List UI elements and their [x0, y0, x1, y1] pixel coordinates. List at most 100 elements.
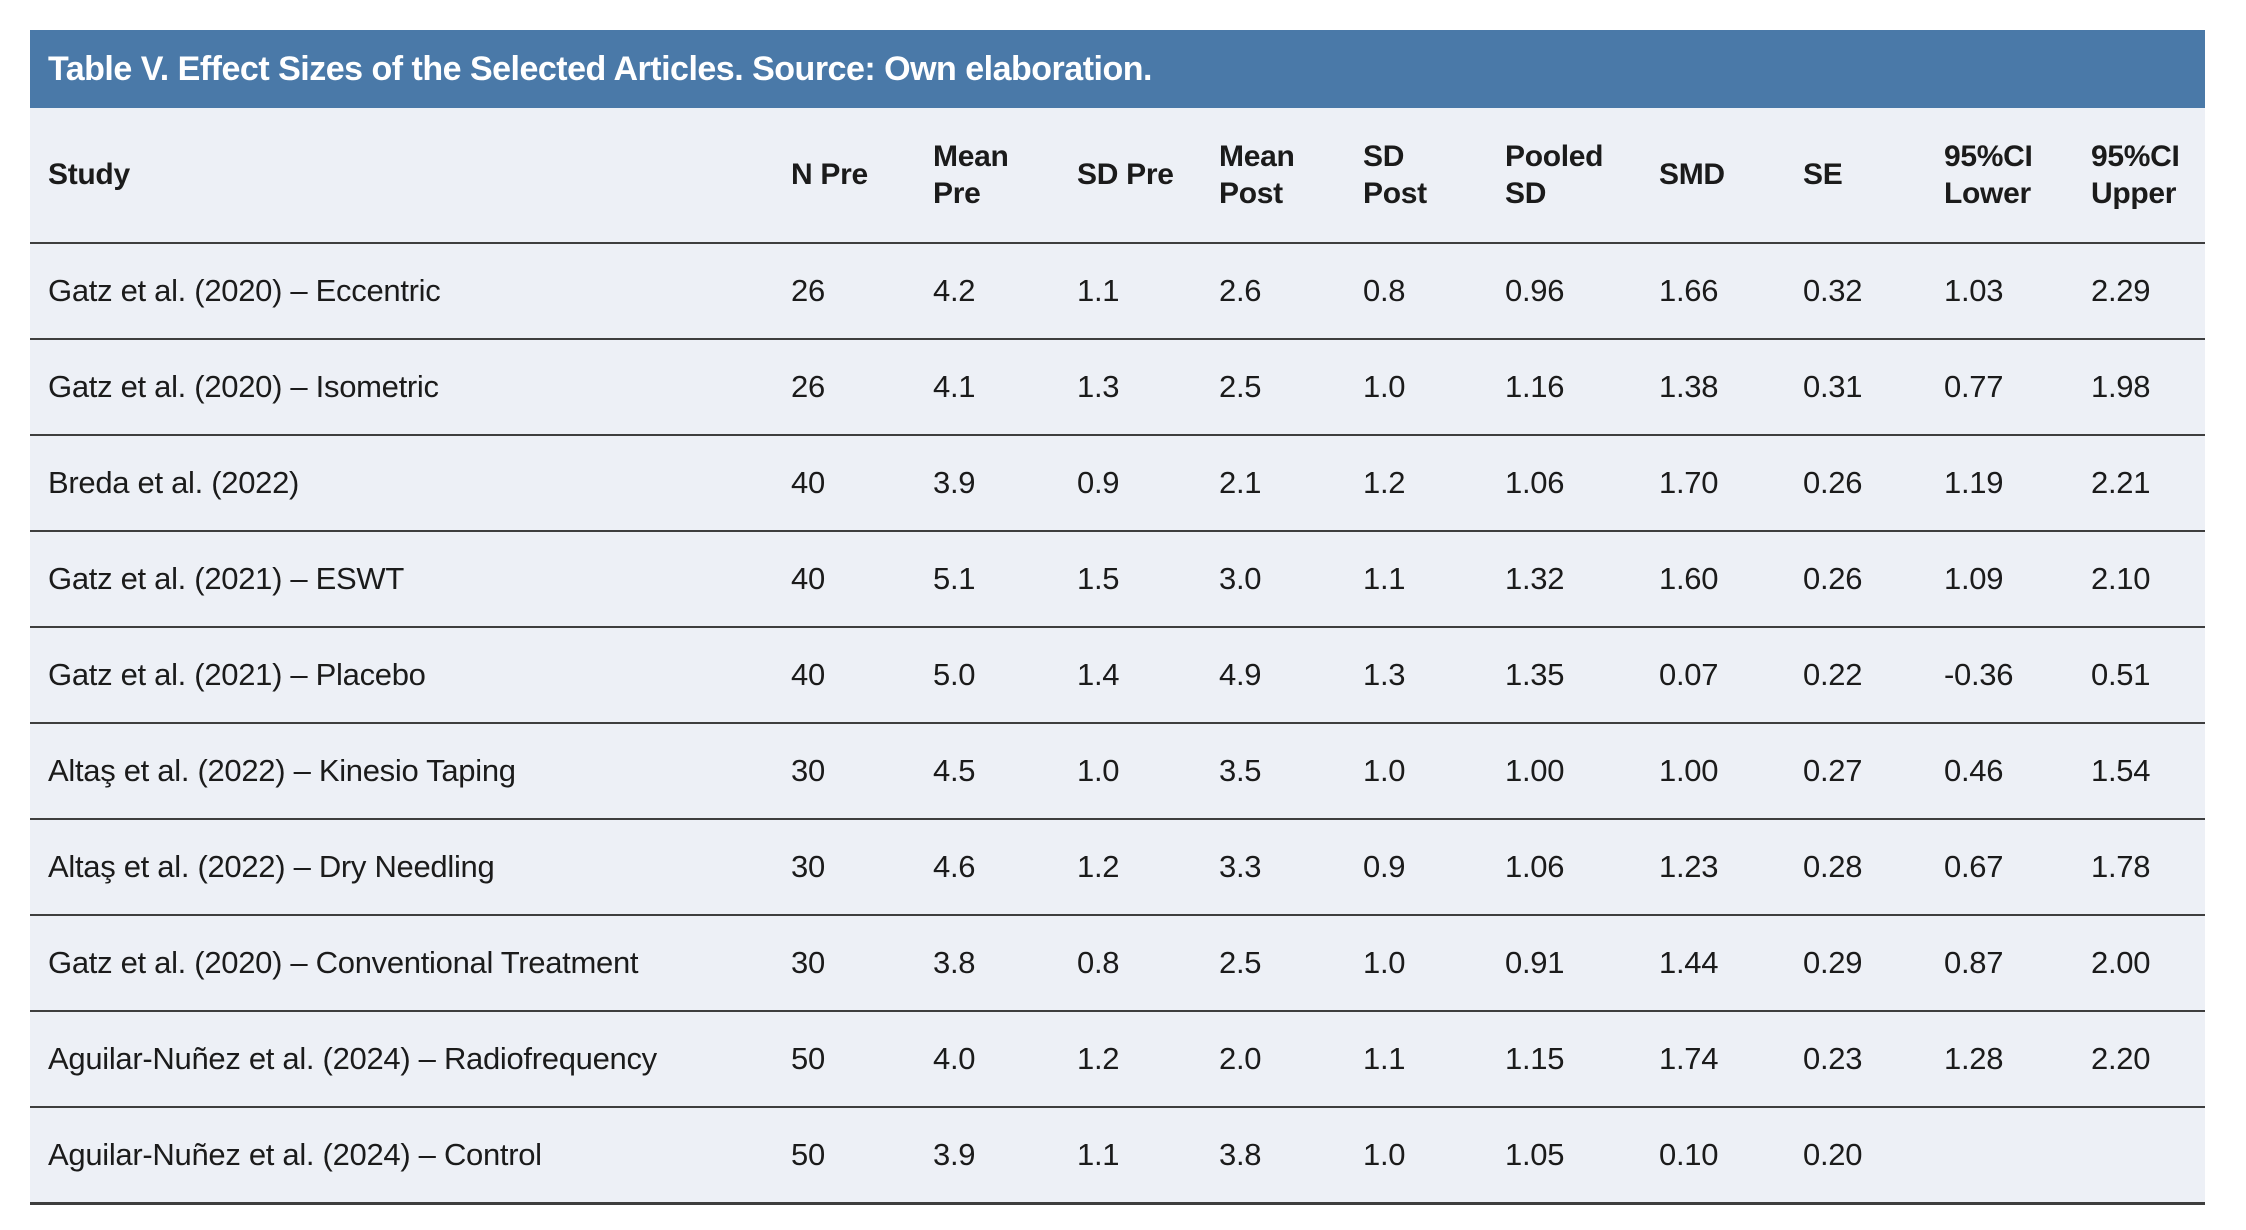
cell-n_pre: 50: [791, 1107, 933, 1205]
cell-smd: 1.60: [1659, 531, 1803, 628]
cell-ci95_lower: 1.03: [1944, 243, 2091, 340]
cell-study: Gatz et al. (2020) – Eccentric: [30, 243, 791, 340]
cell-sd_post: 1.3: [1363, 627, 1505, 724]
cell-sd_post: 1.2: [1363, 435, 1505, 532]
cell-ci95_lower: 0.46: [1944, 723, 2091, 820]
cell-sd_post: 1.1: [1363, 1011, 1505, 1108]
cell-study: Altaş et al. (2022) – Kinesio Taping: [30, 723, 791, 820]
cell-ci95_upper: 2.10: [2091, 531, 2205, 628]
cell-ci95_upper: 2.21: [2091, 435, 2205, 532]
cell-ci95_upper: 2.20: [2091, 1011, 2205, 1108]
effect-sizes-table: Study N Pre Mean Pre SD Pre Mean Post SD Post…: [30, 108, 2205, 1205]
cell-se: 0.23: [1803, 1011, 1944, 1108]
cell-ci95_lower: 0.87: [1944, 915, 2091, 1012]
cell-pooled_sd: 1.32: [1505, 531, 1659, 628]
cell-pooled_sd: 1.16: [1505, 339, 1659, 436]
cell-pooled_sd: 1.35: [1505, 627, 1659, 724]
col-header-sd_post: SD Post: [1363, 108, 1505, 244]
cell-sd_post: 1.0: [1363, 1107, 1505, 1205]
cell-se: 0.20: [1803, 1107, 1944, 1205]
cell-ci95_upper: 1.78: [2091, 819, 2205, 916]
cell-sd_post: 1.0: [1363, 723, 1505, 820]
cell-n_pre: 30: [791, 915, 933, 1012]
cell-pooled_sd: 0.96: [1505, 243, 1659, 340]
cell-study: Aguilar-Nuñez et al. (2024) – Control: [30, 1107, 791, 1205]
col-header-ci95_lower: 95%CI Lower: [1944, 108, 2091, 244]
cell-smd: 1.66: [1659, 243, 1803, 340]
col-header-ci95_upper: 95%CI Upper: [2091, 108, 2205, 244]
table-body: Gatz et al. (2020) – Eccentric 26 4.2 1.1 2.…: [30, 243, 2205, 1205]
cell-se: 0.27: [1803, 723, 1944, 820]
cell-smd: 1.74: [1659, 1011, 1803, 1108]
cell-se: 0.22: [1803, 627, 1944, 724]
table-row: Altaş et al. (2022) – Dry Needling 30 4.6 1…: [30, 819, 2205, 916]
cell-mean_post: 3.0: [1219, 531, 1363, 628]
cell-ci95_lower: 0.77: [1944, 339, 2091, 436]
cell-n_pre: 26: [791, 243, 933, 340]
cell-sd_pre: 1.0: [1077, 723, 1219, 820]
table-header: Study N Pre Mean Pre SD Pre Mean Post SD Post…: [30, 108, 2205, 244]
cell-ci95_upper: [2091, 1107, 2205, 1205]
cell-ci95_lower: -0.36: [1944, 627, 2091, 724]
cell-pooled_sd: 1.05: [1505, 1107, 1659, 1205]
cell-mean_pre: 3.9: [933, 1107, 1077, 1205]
cell-n_pre: 30: [791, 723, 933, 820]
cell-smd: 1.23: [1659, 819, 1803, 916]
cell-ci95_upper: 1.54: [2091, 723, 2205, 820]
cell-sd_post: 1.0: [1363, 339, 1505, 436]
header-row: Study N Pre Mean Pre SD Pre Mean Post SD Post…: [30, 108, 2205, 244]
cell-ci95_lower: 1.28: [1944, 1011, 2091, 1108]
cell-sd_pre: 1.4: [1077, 627, 1219, 724]
table-row: Gatz et al. (2021) – Placebo 40 5.0 1.4 4.9 1…: [30, 627, 2205, 724]
cell-n_pre: 40: [791, 435, 933, 532]
col-header-mean_post: Mean Post: [1219, 108, 1363, 244]
cell-smd: 1.00: [1659, 723, 1803, 820]
cell-n_pre: 40: [791, 627, 933, 724]
table-row: Gatz et al. (2020) – Eccentric 26 4.2 1.1 2.…: [30, 243, 2205, 340]
cell-smd: 1.38: [1659, 339, 1803, 436]
cell-sd_post: 0.8: [1363, 243, 1505, 340]
cell-sd_pre: 1.3: [1077, 339, 1219, 436]
cell-study: Gatz et al. (2020) – Isometric: [30, 339, 791, 436]
cell-se: 0.26: [1803, 435, 1944, 532]
col-header-sd_pre: SD Pre: [1077, 108, 1219, 244]
cell-mean_pre: 4.5: [933, 723, 1077, 820]
cell-sd_post: 1.0: [1363, 915, 1505, 1012]
cell-sd_pre: 0.8: [1077, 915, 1219, 1012]
table-row: Aguilar-Nuñez et al. (2024) – Control 50 3…: [30, 1107, 2205, 1205]
table-row: Gatz et al. (2021) – ESWT 40 5.1 1.5 3.0 1.1 1…: [30, 531, 2205, 628]
cell-ci95_lower: [1944, 1107, 2091, 1205]
table-row: Gatz et al. (2020) – Conventional Treatm…: [30, 915, 2205, 1012]
cell-mean_post: 2.1: [1219, 435, 1363, 532]
table-row: Altaş et al. (2022) – Kinesio Taping 30 4.…: [30, 723, 2205, 820]
cell-se: 0.29: [1803, 915, 1944, 1012]
cell-se: 0.31: [1803, 339, 1944, 436]
cell-mean_pre: 4.1: [933, 339, 1077, 436]
cell-sd_pre: 1.2: [1077, 819, 1219, 916]
effect-sizes-table-card: Table V. Effect Sizes of the Selected Ar…: [30, 30, 2205, 1205]
cell-study: Gatz et al. (2020) – Conventional Treatm…: [30, 915, 791, 1012]
cell-mean_post: 3.5: [1219, 723, 1363, 820]
cell-study: Altaş et al. (2022) – Dry Needling: [30, 819, 791, 916]
cell-pooled_sd: 1.15: [1505, 1011, 1659, 1108]
col-header-se: SE: [1803, 108, 1944, 244]
cell-n_pre: 40: [791, 531, 933, 628]
cell-smd: 1.70: [1659, 435, 1803, 532]
table-row: Gatz et al. (2020) – Isometric 26 4.1 1.3 2.…: [30, 339, 2205, 436]
cell-smd: 0.07: [1659, 627, 1803, 724]
cell-mean_pre: 3.8: [933, 915, 1077, 1012]
cell-mean_post: 2.6: [1219, 243, 1363, 340]
cell-mean_post: 3.3: [1219, 819, 1363, 916]
cell-mean_pre: 4.0: [933, 1011, 1077, 1108]
cell-mean_pre: 3.9: [933, 435, 1077, 532]
cell-sd_post: 1.1: [1363, 531, 1505, 628]
col-header-n_pre: N Pre: [791, 108, 933, 244]
cell-mean_pre: 5.1: [933, 531, 1077, 628]
col-header-smd: SMD: [1659, 108, 1803, 244]
cell-sd_post: 0.9: [1363, 819, 1505, 916]
cell-smd: 1.44: [1659, 915, 1803, 1012]
cell-sd_pre: 1.1: [1077, 1107, 1219, 1205]
cell-smd: 0.10: [1659, 1107, 1803, 1205]
cell-mean_post: 2.5: [1219, 915, 1363, 1012]
cell-n_pre: 50: [791, 1011, 933, 1108]
